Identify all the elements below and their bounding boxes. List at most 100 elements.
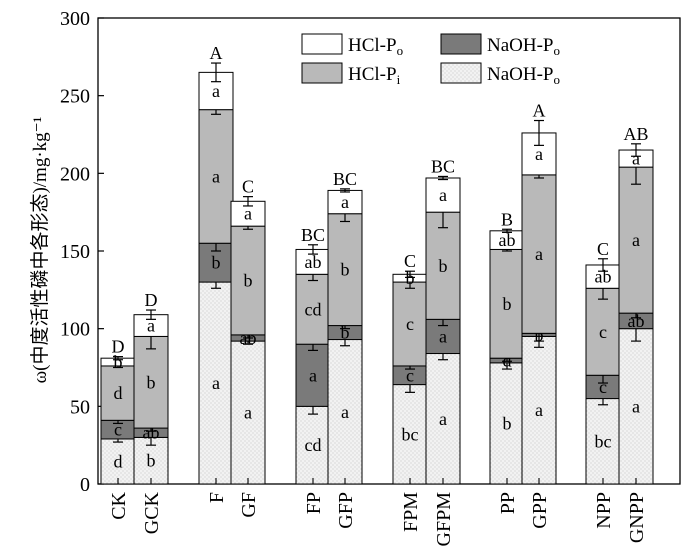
- legend: HCl-Po NaOH-Po HCl-Pi NaOH-Po: [301, 33, 560, 87]
- bar-segment: [327, 339, 363, 485]
- bar-segment: [425, 177, 461, 213]
- segment-significance-label: b: [212, 253, 221, 273]
- segment-significance-label: a: [632, 396, 640, 416]
- segment-significance-label: a: [439, 409, 447, 429]
- segment-significance-label: b: [244, 271, 253, 291]
- segment-significance-label: cd: [305, 299, 322, 319]
- segment-significance-label: a: [212, 373, 220, 393]
- segment-significance-label: a: [341, 192, 349, 212]
- segment-significance-label: ab: [499, 230, 516, 250]
- legend-swatch: [440, 62, 482, 84]
- segment-significance-label: ab: [595, 267, 612, 287]
- y-tick-label: 100: [60, 319, 90, 341]
- bar-segment: [230, 340, 266, 485]
- bar-segment: [585, 287, 621, 376]
- bar-segment: [327, 213, 363, 327]
- y-tick-label: 200: [60, 163, 90, 185]
- bar-segment: [295, 405, 331, 485]
- x-tick-label: GFP: [335, 492, 357, 529]
- total-significance-label: A: [533, 101, 546, 121]
- x-tick-label: FPM: [400, 492, 422, 532]
- segment-significance-label: b: [503, 294, 512, 314]
- segment-significance-label: b: [341, 323, 350, 343]
- bar-segment: [425, 353, 461, 485]
- bar-segment: [392, 281, 428, 367]
- bar-segment: [100, 365, 136, 421]
- bar-segment: [425, 211, 461, 320]
- y-tick-label: 250: [60, 86, 90, 108]
- segment-significance-label: b: [114, 352, 123, 372]
- segment-significance-label: a: [535, 144, 543, 164]
- total-significance-label: BC: [301, 225, 325, 245]
- legend-label: HCl-Po: [348, 35, 403, 58]
- legend-swatch: [301, 33, 343, 55]
- segment-significance-label: a: [212, 166, 220, 186]
- bar-segment: [392, 384, 428, 485]
- segment-significance-label: a: [439, 326, 447, 346]
- total-significance-label: D: [145, 290, 158, 310]
- segment-significance-label: b: [503, 413, 512, 433]
- x-tick-label: CK: [108, 491, 130, 519]
- total-significance-label: A: [210, 43, 223, 63]
- segment-significance-label: ab: [305, 252, 322, 272]
- segment-significance-label: a: [535, 400, 543, 420]
- segment-significance-label: c: [599, 322, 607, 342]
- total-significance-label: C: [404, 251, 416, 271]
- segment-significance-label: c: [406, 314, 414, 334]
- segment-significance-label: b: [147, 451, 156, 471]
- total-significance-label: BC: [431, 156, 455, 176]
- segment-significance-label: a: [535, 244, 543, 264]
- bar-segment: [198, 109, 234, 244]
- segment-significance-label: a: [341, 402, 349, 422]
- bar-segment: [198, 281, 234, 485]
- total-significance-label: B: [501, 209, 513, 229]
- segment-significance-label: d: [114, 383, 123, 403]
- segment-significance-label: b: [439, 256, 448, 276]
- segment-significance-label: a: [244, 204, 252, 224]
- x-tick-label: GPP: [529, 492, 551, 529]
- y-axis-label: ω(中度活性磷中各形态)/mg·kg⁻¹: [29, 116, 51, 383]
- x-tick-label: GF: [238, 492, 260, 518]
- total-significance-label: D: [112, 337, 125, 357]
- y-tick-label: 150: [60, 241, 90, 263]
- segment-significance-label: d: [114, 451, 123, 471]
- segment-significance-label: ab: [628, 311, 645, 331]
- legend-swatch: [301, 62, 343, 84]
- segment-significance-label: bc: [595, 431, 612, 451]
- segment-significance-label: bc: [402, 424, 419, 444]
- x-tick-label: GNPP: [626, 492, 648, 543]
- segment-significance-label: c: [599, 377, 607, 397]
- segment-significance-label: cd: [305, 435, 322, 455]
- x-tick-label: FP: [303, 492, 325, 514]
- y-tick-label: 300: [60, 8, 90, 30]
- segment-significance-label: a: [439, 185, 447, 205]
- legend-label: NaOH-Po: [487, 35, 560, 58]
- segment-significance-label: a: [244, 403, 252, 423]
- segment-significance-label: a: [147, 316, 155, 336]
- segment-significance-label: a: [309, 365, 317, 385]
- x-tick-label: PP: [497, 492, 519, 514]
- segment-significance-label: b: [535, 325, 544, 345]
- total-significance-label: C: [597, 239, 609, 259]
- x-tick-label: F: [206, 492, 228, 503]
- y-tick-label: 0: [80, 474, 90, 496]
- legend-label: NaOH-Po: [487, 64, 560, 87]
- segment-significance-label: a: [212, 81, 220, 101]
- bar-segment: [618, 328, 654, 485]
- total-significance-label: C: [242, 177, 254, 197]
- segment-significance-label: c: [114, 420, 122, 440]
- x-tick-label: GFPM: [433, 492, 455, 547]
- segment-significance-label: b: [341, 260, 350, 280]
- bar-segment: [133, 335, 169, 429]
- total-significance-label: AB: [623, 124, 648, 144]
- segment-significance-label: a: [632, 230, 640, 250]
- y-tick-label: 50: [70, 396, 90, 418]
- x-tick-label: NPP: [593, 492, 615, 529]
- segment-significance-label: d: [503, 351, 512, 371]
- total-significance-label: BC: [333, 169, 357, 189]
- legend-swatch: [440, 33, 482, 55]
- segment-significance-label: b: [147, 372, 156, 392]
- plot-layer: 050100150200250300dcdbDCKbabbaDGCKabaaAF…: [60, 8, 681, 547]
- legend-label: HCl-Pi: [348, 64, 401, 87]
